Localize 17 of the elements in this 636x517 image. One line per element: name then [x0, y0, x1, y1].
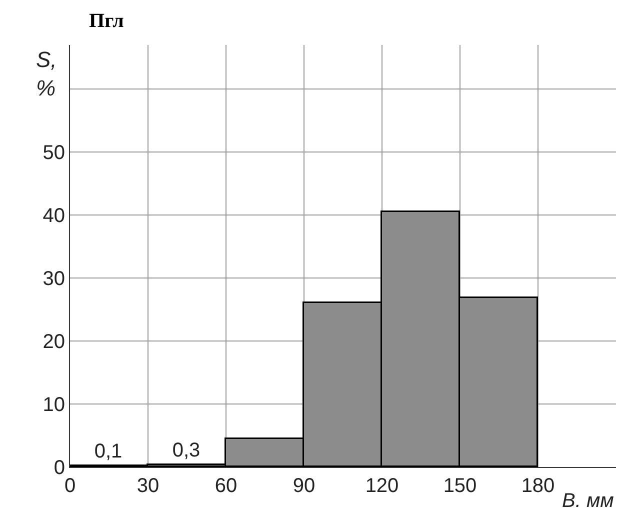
data-label: 0,1 — [94, 440, 122, 462]
y-tick-label: 40 — [42, 205, 65, 228]
x-tick-label: 60 — [214, 475, 238, 497]
x-tick-label: 150 — [443, 475, 477, 497]
y-tick-label: 10 — [42, 394, 65, 416]
x-tick-label: 180 — [521, 475, 555, 497]
x-axis-title: B. мм — [562, 490, 614, 512]
y-tick-label: 0 — [54, 457, 65, 479]
chart-title: Пгл — [89, 10, 124, 32]
y-tick-label: 20 — [42, 331, 65, 354]
data-label: 0,3 — [172, 439, 200, 462]
x-tick-label: 90 — [292, 475, 316, 497]
y-axis-title: S, % — [36, 47, 57, 101]
y-tick-label: 30 — [42, 268, 65, 290]
x-tick-label: 120 — [365, 475, 399, 497]
y-tick-label: 50 — [42, 142, 65, 164]
x-tick-label: 30 — [136, 475, 160, 497]
